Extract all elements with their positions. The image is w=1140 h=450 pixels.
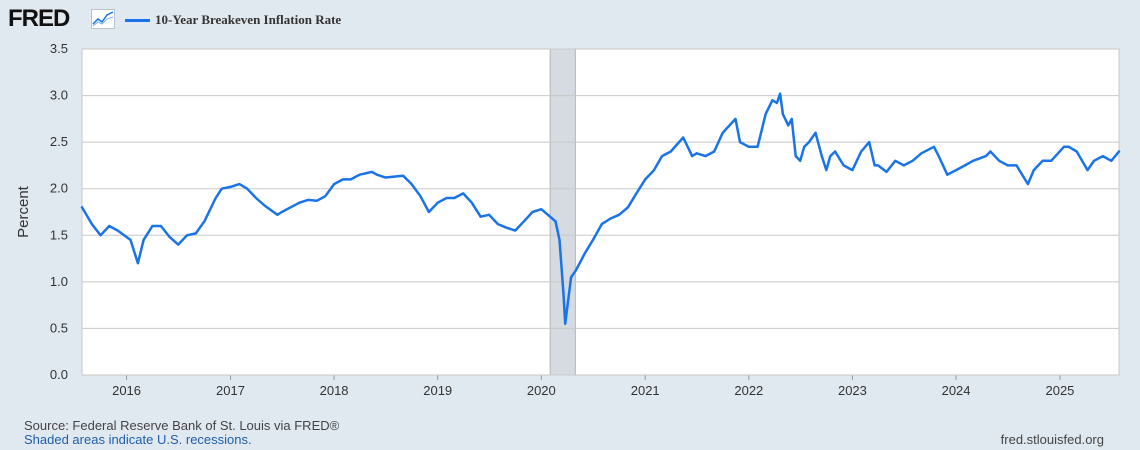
x-tick-label: 2017 [216, 383, 245, 398]
x-tick-label: 2018 [320, 383, 349, 398]
y-tick-label: 2.5 [50, 134, 68, 149]
x-tick-label: 2019 [423, 383, 452, 398]
y-axis-title: Percent [15, 185, 32, 238]
y-tick-label: 1.5 [50, 227, 68, 242]
plot-area [82, 49, 1119, 375]
legend-label: 10-Year Breakeven Inflation Rate [155, 12, 342, 27]
legend-swatch [125, 19, 150, 22]
y-tick-label: 0.0 [50, 367, 68, 382]
series-line [80, 92, 1121, 326]
recession-note-link[interactable]: Shaded areas indicate U.S. recessions. [24, 432, 252, 447]
recession-band [549, 48, 576, 376]
y-tick-label: 3.0 [50, 88, 68, 103]
x-tick-label: 2023 [838, 383, 867, 398]
x-tick-label: 2020 [527, 383, 556, 398]
plot-border [81, 48, 1120, 376]
y-tick-label: 3.5 [50, 41, 68, 56]
chart-header: FRED 10-Year Breakeven Inflation Rate [0, 0, 1140, 40]
y-tick-label: 0.5 [50, 320, 68, 335]
line-graph-icon [91, 9, 115, 29]
x-tick-label: 2024 [942, 383, 971, 398]
y-tick-label: 1.0 [50, 274, 68, 289]
line-chart: 0.0 0.5 1.0 1.5 2.0 2.5 3.0 3.5 2016 2017 2018 2019… [15, 41, 1121, 398]
x-tick-label: 2021 [631, 383, 660, 398]
x-tick-label: 2022 [734, 383, 763, 398]
site-url: fred.stlouisfed.org [1000, 432, 1104, 447]
y-tick-label: 2.0 [50, 181, 68, 196]
source-note: Source: Federal Reserve Bank of St. Loui… [24, 418, 340, 433]
x-tick-label: 2016 [112, 383, 141, 398]
fred-logo[interactable]: FRED [8, 5, 70, 32]
x-tick-label: 2025 [1045, 383, 1074, 398]
